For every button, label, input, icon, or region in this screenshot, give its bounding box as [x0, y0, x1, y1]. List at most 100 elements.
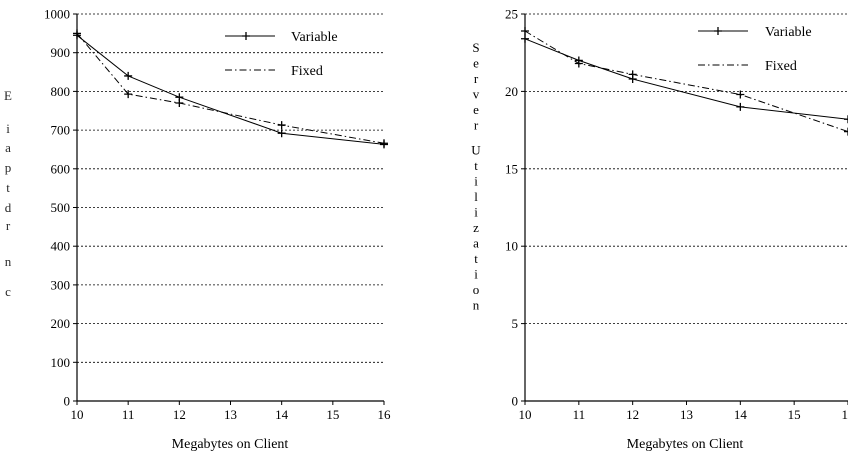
y-tick-label: 700 [51, 123, 71, 138]
x-axis-label: Megabytes on Client [172, 437, 289, 452]
y-axis-label-letter: e [473, 102, 479, 117]
series-lines [73, 29, 388, 149]
data-point-fixed [521, 27, 529, 36]
data-point-variable [124, 71, 133, 80]
partial-label-letter: E [4, 88, 12, 103]
y-tick-label: 900 [51, 45, 71, 60]
y-axis-label-letter: z [473, 220, 479, 235]
y-tick-label: 400 [51, 239, 71, 254]
legend-marker-variable [242, 32, 250, 40]
legend: Variable Fixed [698, 25, 812, 74]
y-tick-label: 0 [64, 394, 71, 409]
y-axis-label-letter: i [474, 266, 478, 281]
x-tick-label: 14 [275, 407, 289, 422]
y-axis-label-letter: o [473, 282, 480, 297]
partial-label-letter: r [6, 218, 11, 233]
x-tick-label: 14 [734, 407, 748, 422]
y-axis-label-letter: a [473, 235, 479, 250]
y-tick-label: 1000 [44, 7, 70, 22]
partial-label-letter: d [5, 200, 12, 215]
x-tick-label: 11 [122, 407, 135, 422]
data-point-fixed [736, 90, 745, 99]
y-axis-label-letter: t [474, 158, 478, 173]
series-line-variable [76, 34, 385, 145]
data-point-fixed [380, 139, 388, 148]
y-tick-label: 20 [505, 84, 518, 99]
legend-marker-variable [714, 27, 722, 35]
x-axis-label: Megabytes on Client [627, 437, 744, 452]
partial-label-letter: n [5, 254, 12, 269]
x-tick-label: 16 [378, 407, 392, 422]
legend-label-fixed: Fixed [765, 59, 797, 74]
x-tick-label: 15 [788, 407, 801, 422]
y-tick-label: 600 [51, 161, 71, 176]
series-line-fixed [76, 33, 385, 144]
series-line-variable [524, 38, 848, 120]
y-tick-label: 5 [512, 316, 519, 331]
legend-label-variable: Variable [291, 30, 338, 45]
grid-lines [77, 13, 384, 363]
y-axis-label-letter: r [474, 118, 479, 133]
data-point-fixed [277, 121, 286, 130]
data-point-fixed [175, 99, 184, 108]
series-lines [521, 27, 848, 136]
data-point-variable [277, 129, 286, 138]
series-line-fixed [524, 30, 848, 133]
y-axis-label-letter: i [474, 204, 478, 219]
y-tick-label: 0 [512, 394, 519, 409]
data-point-variable [844, 115, 848, 124]
x-tick-label: 12 [626, 407, 639, 422]
y-axis-label-letter: i [474, 173, 478, 188]
y-tick-label: 25 [505, 7, 518, 22]
y-tick-labels: 0 5 10 15 20 25 [505, 7, 518, 409]
y-axis-label-letter: v [473, 87, 480, 102]
y-tick-label: 10 [505, 239, 518, 254]
y-axis-label-letter: e [473, 56, 479, 71]
partial-label-letter: i [6, 121, 10, 136]
legend-label-fixed: Fixed [291, 64, 323, 79]
grid-lines [525, 13, 848, 325]
partial-label-letter: p [5, 160, 12, 175]
partial-label-letter: t [6, 180, 10, 195]
y-axis-label-letter: n [473, 297, 480, 312]
x-tick-label: 15 [326, 407, 339, 422]
y-tick-label: 300 [51, 277, 71, 292]
legend: Variable Fixed [225, 30, 338, 79]
y-axis-label-letter: S [472, 40, 479, 55]
y-axis-label-letter: l [474, 189, 478, 204]
data-point-variable [736, 102, 745, 111]
data-point-fixed [628, 70, 637, 79]
y-tick-labels: 0 100 200 300 400 500 600 700 800 900 1000 [44, 7, 70, 409]
axes [521, 13, 848, 405]
partial-label-letter: c [5, 284, 11, 299]
chart-overhead: 0 100 200 300 400 500 600 700 800 900 1000 10 11 12 1… [44, 7, 391, 453]
x-tick-label: 16 [842, 407, 848, 422]
data-point-fixed [124, 90, 133, 99]
y-tick-label: 15 [505, 161, 518, 176]
legend-label-variable: Variable [765, 25, 812, 40]
x-tick-labels: 10 11 12 13 14 15 16 [519, 407, 848, 422]
data-point-fixed [844, 127, 848, 136]
x-tick-label: 12 [173, 407, 186, 422]
x-tick-label: 13 [224, 407, 237, 422]
y-axis-label-letter: U [471, 142, 481, 157]
y-tick-label: 800 [51, 84, 71, 99]
y-axis-label-letter: r [474, 71, 479, 86]
y-tick-label: 100 [51, 355, 71, 370]
data-point-variable [521, 34, 529, 43]
partial-label-letter: a [5, 140, 11, 155]
x-tick-label: 11 [573, 407, 586, 422]
y-tick-label: 200 [51, 316, 71, 331]
x-tick-label: 13 [680, 407, 693, 422]
data-point-fixed [73, 29, 81, 38]
x-tick-label: 10 [519, 407, 532, 422]
y-axis-label-letter: t [474, 251, 478, 266]
axes [73, 13, 385, 405]
y-tick-label: 500 [51, 200, 71, 215]
data-point-fixed [574, 59, 583, 68]
x-tick-label: 10 [71, 407, 84, 422]
